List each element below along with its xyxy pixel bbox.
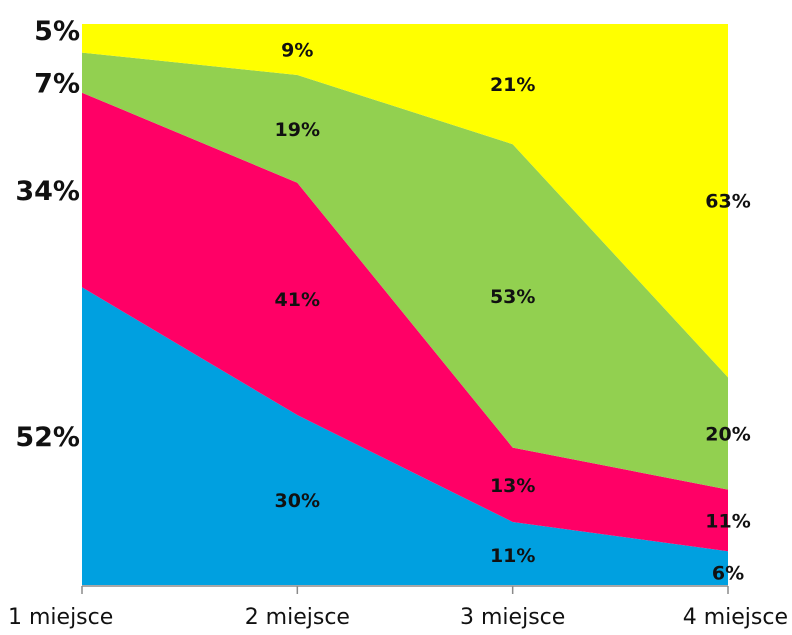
data-label-series-2: 13% bbox=[490, 475, 535, 497]
data-label-series-3: 20% bbox=[705, 424, 750, 446]
data-label-series-3: 7% bbox=[34, 69, 80, 100]
x-axis: 1 miejsce 2 miejsce 3 miejsce 4 miejsce bbox=[8, 585, 788, 630]
x-tick-label: 2 miejsce bbox=[245, 605, 350, 630]
x-tick-label: 4 miejsce bbox=[683, 605, 788, 630]
area-series-2 bbox=[82, 92, 728, 552]
x-tick-label: 1 miejsce bbox=[8, 605, 113, 630]
data-label-series-2: 11% bbox=[705, 511, 750, 533]
x-tick-label: 3 miejsce bbox=[460, 605, 565, 630]
data-label-series-1: 30% bbox=[275, 490, 320, 512]
area-series-4 bbox=[82, 24, 728, 378]
data-label-series-3: 19% bbox=[275, 119, 320, 141]
area-series-3 bbox=[82, 52, 728, 490]
data-label-series-1: 11% bbox=[490, 545, 535, 567]
data-label-series-3: 53% bbox=[490, 286, 535, 308]
area-layer bbox=[82, 24, 728, 585]
data-label-layer: 52% 30% 11% 6% 34% 41% 13% 11% 7% 19% 53% 20% 5% 9% 21… bbox=[15, 16, 750, 584]
data-label-series-1: 6% bbox=[712, 562, 744, 584]
data-label-series-4: 63% bbox=[705, 191, 750, 213]
data-label-series-2: 41% bbox=[275, 289, 320, 311]
data-label-series-4: 5% bbox=[34, 16, 80, 47]
data-label-series-1: 52% bbox=[15, 422, 80, 453]
data-label-series-4: 21% bbox=[490, 74, 535, 96]
area-series-1 bbox=[82, 287, 728, 585]
data-label-series-4: 9% bbox=[281, 40, 313, 62]
data-label-series-2: 34% bbox=[15, 176, 80, 207]
